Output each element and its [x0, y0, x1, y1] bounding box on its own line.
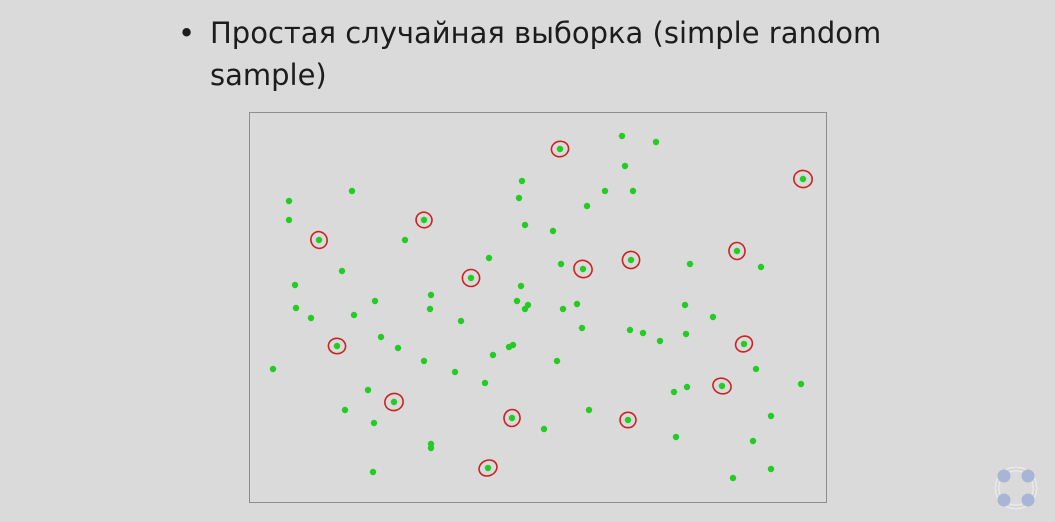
population-point	[489, 351, 497, 359]
sampled-point	[384, 392, 404, 412]
population-point	[683, 383, 691, 391]
population-point	[583, 202, 591, 210]
sampled-point	[550, 140, 570, 158]
sampled-point	[415, 211, 433, 229]
sampled-point	[478, 459, 498, 477]
population-point	[626, 326, 634, 334]
population-point	[521, 221, 529, 229]
population-point	[656, 337, 664, 345]
population-point	[585, 406, 593, 414]
population-point	[618, 132, 626, 140]
population-point	[681, 301, 689, 309]
scatter-plot	[269, 132, 813, 482]
sampled-point	[461, 268, 481, 288]
population-point	[509, 341, 517, 349]
sampled-point	[619, 411, 637, 429]
population-point	[481, 379, 489, 387]
population-point	[573, 300, 581, 308]
population-point	[451, 368, 459, 376]
bullet-item: • Простая случайная выборка (simple rand…	[178, 12, 898, 96]
population-point	[401, 236, 409, 244]
population-point	[652, 138, 660, 146]
population-point	[557, 260, 565, 268]
population-point	[729, 474, 737, 482]
scatter-frame	[249, 112, 827, 503]
population-point	[285, 216, 293, 224]
population-point	[341, 406, 349, 414]
population-point	[797, 380, 805, 388]
population-point	[767, 412, 775, 420]
population-point	[540, 425, 548, 433]
sample-points	[310, 140, 813, 477]
population-point	[672, 433, 680, 441]
bullet-icon: •	[178, 16, 196, 50]
population-point	[370, 419, 378, 427]
population-point	[629, 187, 637, 195]
population-point	[485, 254, 493, 262]
sampled-point	[310, 230, 328, 250]
sampled-point	[734, 335, 754, 353]
population-point	[517, 282, 525, 290]
population-point	[457, 317, 465, 325]
presentation-nav-icon[interactable]	[990, 462, 1042, 514]
population-point	[427, 444, 435, 452]
population-point	[757, 263, 765, 271]
population-point	[767, 465, 775, 473]
slide-text: Простая случайная выборка (simple random…	[210, 16, 882, 92]
population-point	[518, 177, 526, 185]
sampled-point	[573, 259, 593, 279]
population-point	[338, 267, 346, 275]
population-point	[709, 313, 717, 321]
population-point	[670, 388, 678, 396]
population-point	[513, 297, 521, 305]
population-point	[686, 260, 694, 268]
population-point	[285, 197, 293, 205]
population-point	[348, 187, 356, 195]
population-point	[291, 281, 299, 289]
population-point	[307, 314, 315, 322]
population-point	[578, 324, 586, 332]
population-point	[682, 330, 690, 338]
population-point	[292, 304, 300, 312]
population-point	[639, 329, 647, 337]
population-point	[549, 227, 557, 235]
sampled-point	[728, 241, 746, 261]
sampled-point	[327, 337, 347, 355]
population-point	[269, 365, 277, 373]
sampled-point	[712, 377, 732, 395]
population-point	[420, 357, 428, 365]
population-point	[426, 305, 434, 313]
population-point	[524, 301, 532, 309]
population-point	[553, 357, 561, 365]
population-point	[369, 468, 377, 476]
population-point	[515, 194, 523, 202]
population-point	[371, 297, 379, 305]
population-point	[350, 311, 358, 319]
population-point	[752, 365, 760, 373]
population-point	[394, 344, 402, 352]
sampled-point	[621, 250, 641, 270]
population-point	[601, 187, 609, 195]
population-points	[269, 132, 805, 482]
population-point	[364, 386, 372, 394]
population-point	[559, 305, 567, 313]
population-point	[621, 162, 629, 170]
sampled-point	[503, 408, 521, 428]
population-point	[377, 333, 385, 341]
population-point	[749, 437, 757, 445]
sampled-point	[793, 169, 813, 189]
population-point	[427, 291, 435, 299]
